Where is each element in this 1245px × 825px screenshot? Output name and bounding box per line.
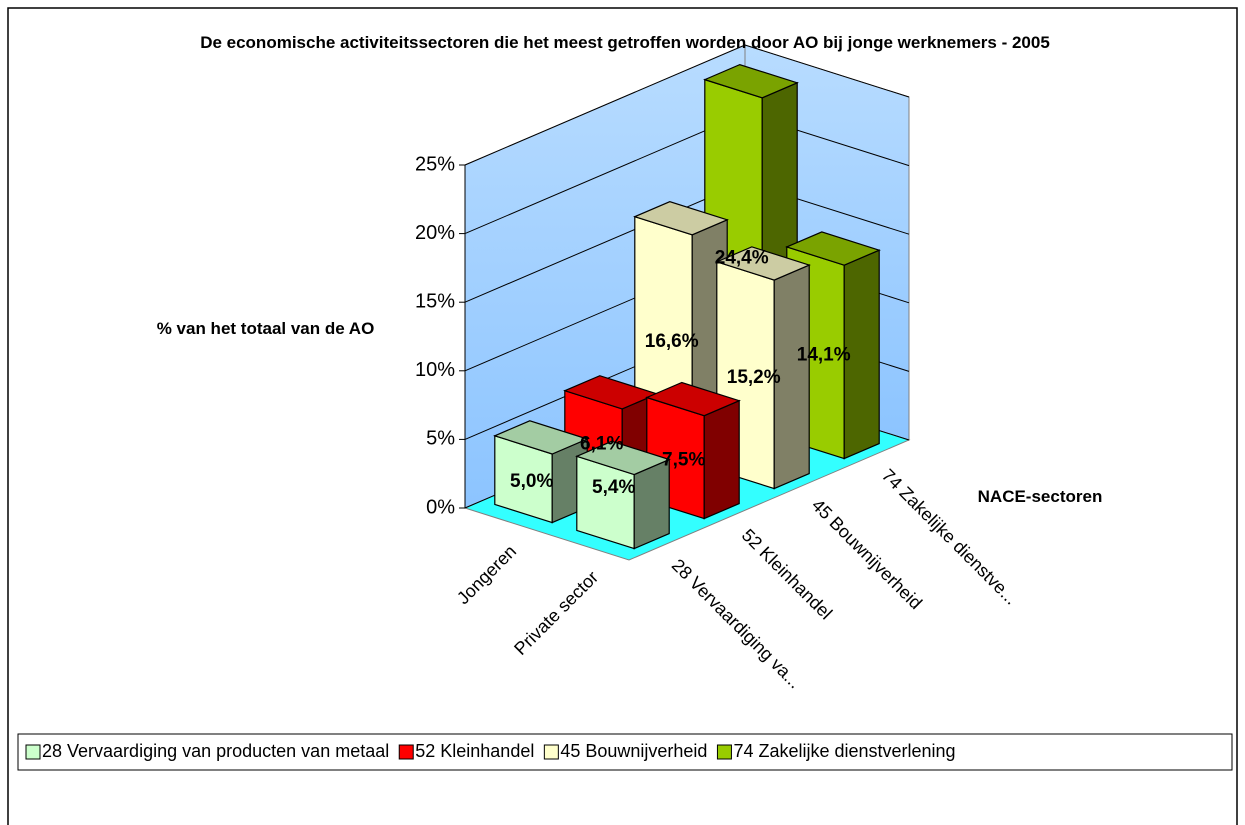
legend-swatch — [398, 744, 414, 760]
legend-label: 52 Kleinhandel — [415, 741, 534, 761]
data-label: 6,1% — [580, 433, 623, 454]
legend-label: 74 Zakelijke dienstverlening — [733, 741, 955, 761]
legend-box — [17, 733, 1233, 771]
bar-top — [785, 231, 881, 266]
y-tick-label: 0% — [426, 496, 455, 518]
y-tick-label: 25% — [415, 153, 455, 175]
data-label: 7,5% — [662, 450, 705, 471]
bar-top — [645, 381, 741, 417]
bar-top — [715, 246, 811, 281]
data-label: 14,1% — [797, 344, 851, 365]
chart-title: De economische activiteitssectoren die h… — [200, 33, 1050, 52]
data-label: 5,4% — [592, 477, 635, 498]
bar — [575, 440, 671, 550]
legend-label: 45 Bouwnijverheid — [560, 741, 707, 761]
bar-side — [703, 399, 740, 520]
legend-swatch — [543, 744, 559, 760]
bar-top — [575, 440, 671, 476]
data-label: 5,0% — [510, 471, 553, 492]
bar-top — [493, 420, 589, 455]
y-tick-label: 15% — [415, 290, 455, 312]
bar — [645, 381, 741, 520]
data-label: 24,4% — [715, 248, 769, 269]
y-tick-label: 10% — [415, 359, 455, 381]
y-tick-label: 5% — [426, 428, 455, 450]
depth-axis-title: NACE-sectoren — [977, 487, 1103, 506]
data-label: 15,2% — [727, 367, 781, 388]
bar-top — [633, 201, 729, 236]
legend-swatch — [25, 744, 41, 760]
grid-line — [464, 44, 910, 166]
y-tick-label: 20% — [415, 222, 455, 244]
bar-top — [703, 63, 799, 99]
y-axis-label: % van het totaal van de AO — [156, 319, 375, 338]
legend-label: 28 Vervaardiging van producten van metaa… — [42, 741, 389, 761]
data-label: 16,6% — [645, 331, 699, 352]
legend-swatch — [716, 744, 732, 760]
